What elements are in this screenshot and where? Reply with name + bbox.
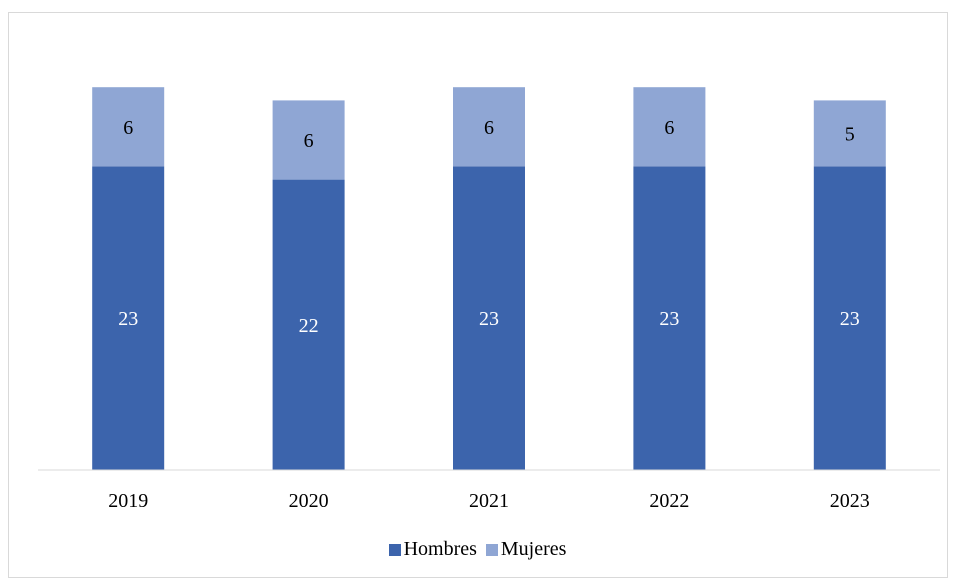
data-label-2020-series-0: 22 (299, 315, 319, 337)
legend-label-series-1: Mujeres (500, 538, 567, 560)
data-label-2023-series-0: 23 (840, 308, 860, 330)
x-tick-label-2022: 2022 (649, 490, 689, 512)
bar-2023-series-0 (813, 166, 886, 470)
x-tick-label-2023: 2023 (830, 490, 870, 512)
bar-2022-series-1 (633, 87, 706, 167)
bar-2020-series-1 (272, 100, 345, 180)
data-label-2020-series-1: 6 (304, 130, 314, 152)
legend: Hombres Mujeres (0, 538, 955, 562)
legend-swatch-series-0 (388, 543, 401, 556)
bar-2021-series-1 (453, 87, 525, 167)
x-tick-label-2021: 2021 (469, 490, 509, 512)
bar-2023-series-1 (813, 100, 886, 167)
data-label-2022-series-0: 23 (659, 308, 679, 330)
bar-2021-series-0 (453, 166, 525, 470)
bar-2019-series-0 (92, 166, 165, 470)
x-tick-labels: 2019 2020 2021 2022 2023 (108, 490, 870, 512)
bars-group: 23 6 22 6 23 6 23 6 23 5 (92, 87, 886, 470)
legend-swatch-series-1 (485, 543, 498, 556)
data-label-2021-series-1: 6 (484, 117, 494, 139)
legend-label-series-0: Hombres (403, 538, 477, 560)
legend-item-series-1: Mujeres (485, 538, 567, 561)
legend-item-series-0: Hombres (388, 538, 477, 561)
data-label-2021-series-0: 23 (479, 308, 499, 330)
bar-2020-series-0 (272, 179, 345, 470)
data-label-2022-series-1: 6 (664, 117, 674, 139)
x-tick-label-2020: 2020 (289, 490, 329, 512)
x-tick-label-2019: 2019 (108, 490, 148, 512)
bar-2019-series-1 (92, 87, 165, 167)
data-label-2019-series-1: 6 (123, 117, 133, 139)
bar-2022-series-0 (633, 166, 706, 470)
data-label-2023-series-1: 5 (845, 123, 855, 145)
data-label-2019-series-0: 23 (118, 308, 138, 330)
